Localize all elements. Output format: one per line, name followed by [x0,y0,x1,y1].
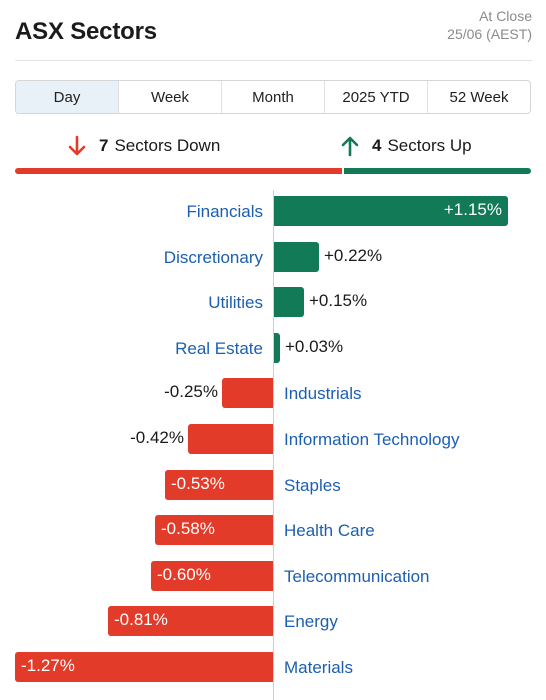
sectors-up-count: 4 [372,136,382,155]
sectors-up-label: Sectors Up [387,136,472,155]
bar-discretionary [274,242,319,272]
sector-performance-chart: Financials +1.15% Discretionary +0.22% Utili… [0,190,546,700]
value-label-discretionary: +0.22% [324,246,383,265]
sector-row-health-care: Health Care -0.58% [0,515,546,545]
as-of-date: 25/06 (AEST) [447,26,532,42]
sector-row-utilities: Utilities +0.15% [0,287,546,317]
bar-real-estate [274,333,280,363]
tab-ytd[interactable]: 2025 YTD [325,81,428,113]
bar-health-care [155,515,273,545]
sector-summary: 7 Sectors Down 4 Sectors Up [15,130,531,180]
header-divider [15,60,532,61]
sectors-down-summary: 7 Sectors Down [67,135,220,157]
as-of-status: At Close [479,8,532,24]
value-label-telecommunication: -0.60% [157,565,211,584]
bar-information-technology [188,424,273,454]
sector-link-materials[interactable]: Materials [284,658,353,677]
header: ASX Sectors At Close 25/06 (AEST) [15,0,532,60]
value-label-energy: -0.81% [114,610,168,629]
bar-materials [15,652,273,682]
tab-week[interactable]: Week [119,81,222,113]
sector-link-staples[interactable]: Staples [284,476,341,495]
tab-day[interactable]: Day [16,81,119,113]
sector-row-financials: Financials +1.15% [0,196,546,226]
sector-row-industrials: Industrials -0.25% [0,378,546,408]
value-label-utilities: +0.15% [309,291,368,310]
sectors-up-summary: 4 Sectors Up [340,135,472,157]
sector-row-real-estate: Real Estate +0.03% [0,333,546,363]
sectors-down-count: 7 [99,136,109,155]
bar-staples [165,470,273,500]
sector-row-telecommunication: Telecommunication -0.60% [0,561,546,591]
bar-financials [274,196,508,226]
sector-link-information-technology[interactable]: Information Technology [284,430,460,449]
tab-52-week[interactable]: 52 Week [449,88,509,106]
as-of-timestamp: At Close 25/06 (AEST) [447,7,532,43]
bar-telecommunication [151,561,273,591]
sectors-down-bar [15,168,342,174]
arrow-up-icon [341,136,359,157]
value-label-staples: -0.53% [171,474,225,493]
sector-link-financials[interactable]: Financials [186,202,263,221]
value-label-financials: +1.15% [443,200,502,219]
value-label-industrials: -0.25% [164,382,218,401]
sector-link-health-care[interactable]: Health Care [284,521,375,540]
page-title: ASX Sectors [15,18,157,45]
sector-link-utilities[interactable]: Utilities [208,293,263,312]
value-label-materials: -1.27% [21,656,75,675]
sector-row-staples: Staples -0.53% [0,470,546,500]
value-label-information-technology: -0.42% [130,428,184,447]
sectors-up-bar [344,168,531,174]
sector-link-industrials[interactable]: Industrials [284,384,362,403]
sector-row-discretionary: Discretionary +0.22% [0,242,546,272]
sector-row-information-technology: Information Technology -0.42% [0,424,546,454]
sector-row-materials: Materials -1.27% [0,652,546,682]
sector-row-energy: Energy -0.81% [0,606,546,636]
value-label-real-estate: +0.03% [285,337,344,356]
sector-link-discretionary[interactable]: Discretionary [163,248,263,267]
sectors-down-label: Sectors Down [114,136,221,155]
tab-month[interactable]: Month [222,81,325,113]
value-label-health-care: -0.58% [161,519,215,538]
arrow-down-icon [68,135,86,156]
bar-energy [108,606,273,636]
period-tabs: Day Week Month 2025 YTD 52 Week [15,80,531,114]
bar-industrials [222,378,273,408]
zero-axis [273,190,274,700]
sector-link-real-estate[interactable]: Real Estate [175,339,263,358]
sector-link-energy[interactable]: Energy [284,612,338,631]
bar-utilities [274,287,304,317]
sector-link-telecommunication[interactable]: Telecommunication [284,567,430,586]
